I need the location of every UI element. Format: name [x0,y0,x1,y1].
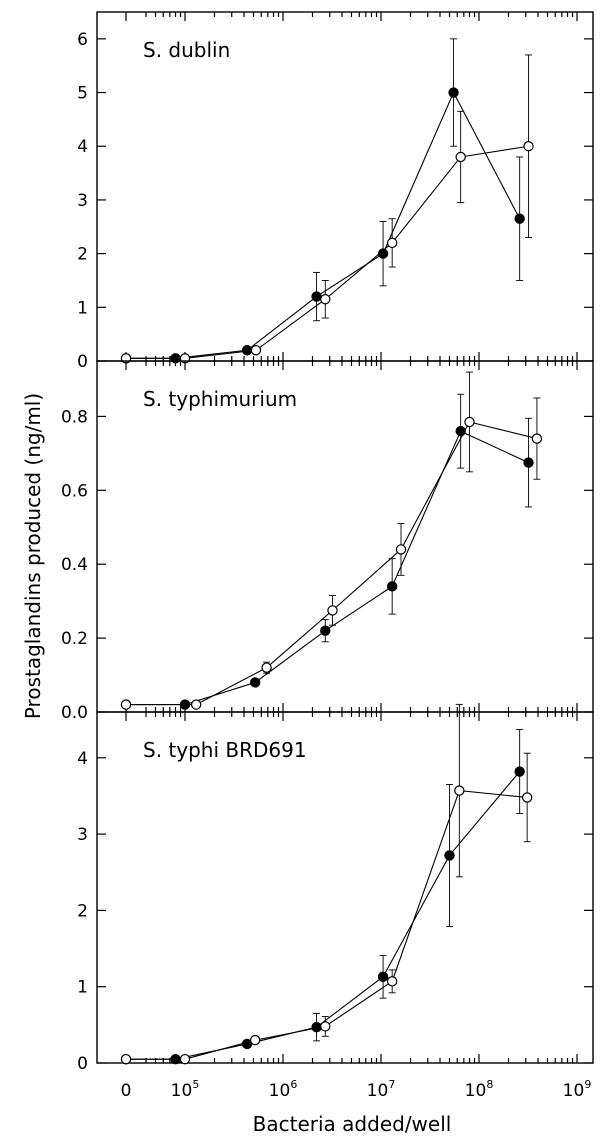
data-point-filled [377,248,389,259]
data-point-filled [514,766,525,777]
y-tick-label: 0 [77,1054,88,1074]
data-point-open [395,544,407,555]
data-point-open [455,151,466,163]
y-tick-label: 3 [77,825,88,845]
data-point-open [120,1053,132,1065]
series-line [126,421,538,706]
data-point-filled [241,345,253,356]
y-tick-label: 0.4 [61,555,88,575]
data-point-filled [249,677,261,688]
y-tick-label: 1 [77,978,88,998]
y-tick-label: 4 [77,749,88,769]
x-axis-title: Bacteria added/well [253,1112,452,1136]
data-point-open [320,294,331,305]
data-point-open [179,1053,191,1065]
data-point-filled [514,213,525,224]
data-point-open [454,785,465,796]
y-tick-label: 0.2 [61,629,88,649]
panel-2: 0.0 0.2 0.4 0.6 0.8 S. typhimurium [61,360,594,723]
y-tick-label: 1 [77,298,88,318]
x-tick-label: 0 [121,1081,132,1101]
data-point-filled [377,971,389,982]
x-tick-label: 105 [171,1078,200,1101]
y-tick-label: 0.0 [61,703,88,723]
data-point-filled [444,850,455,861]
panel-3: 0 1 2 3 4 S. typhi BRD691 [77,703,594,1074]
plot-frame [96,360,594,713]
data-point-filled [523,457,534,468]
y-tick-label: 5 [77,84,88,104]
x-axis: 0 105 106 107 108 109 [121,1078,592,1101]
plot-frame [96,11,594,362]
y-tick-label: 6 [77,30,88,50]
plot-frame [96,711,594,1064]
data-point-open [386,237,398,249]
panel-title: S. dublin [143,38,230,62]
y-tick-label: 3 [77,191,88,211]
data-point-filled [448,87,459,98]
panel-title: S. typhi BRD691 [143,738,307,762]
data-point-open [523,141,534,152]
data-point-open [120,699,132,710]
y-tick-label: 4 [77,137,88,157]
data-point-open [464,416,475,428]
panels: 0 1 2 3 4 5 6 S. dublin 0.0 0.2 0.4 0.6 0.8 S. typhim… [61,11,594,1074]
panel-1: 0 1 2 3 4 5 6 S. dublin [77,11,594,372]
x-tick-label: 108 [465,1078,494,1101]
data-point-open [249,1034,261,1046]
data-point-open [190,699,202,710]
data-point-open [327,605,338,616]
y-tick-label: 2 [77,901,88,921]
y-tick-label: 0 [77,352,88,372]
panel-title: S. typhimurium [143,387,297,411]
data-point-open [531,433,543,444]
data-point-open [320,1021,331,1032]
x-tick-label: 109 [563,1078,592,1101]
data-point-open [261,662,272,673]
x-tick-label: 107 [367,1078,396,1101]
series-line [126,145,529,359]
data-point-filled [386,581,398,592]
y-tick-label: 0.6 [61,481,88,501]
data-point-open [521,792,533,803]
data-point-open [386,976,398,987]
y-tick-label: 2 [77,245,88,265]
y-tick-label: 0.8 [61,407,88,427]
data-point-filled [320,625,331,636]
x-tick-label: 106 [269,1078,298,1101]
data-point-filled [455,426,466,437]
data-point-filled [311,291,322,302]
y-axis-title: Prostaglandins produced (ng/ml) [21,393,45,719]
data-point-open [250,345,262,356]
